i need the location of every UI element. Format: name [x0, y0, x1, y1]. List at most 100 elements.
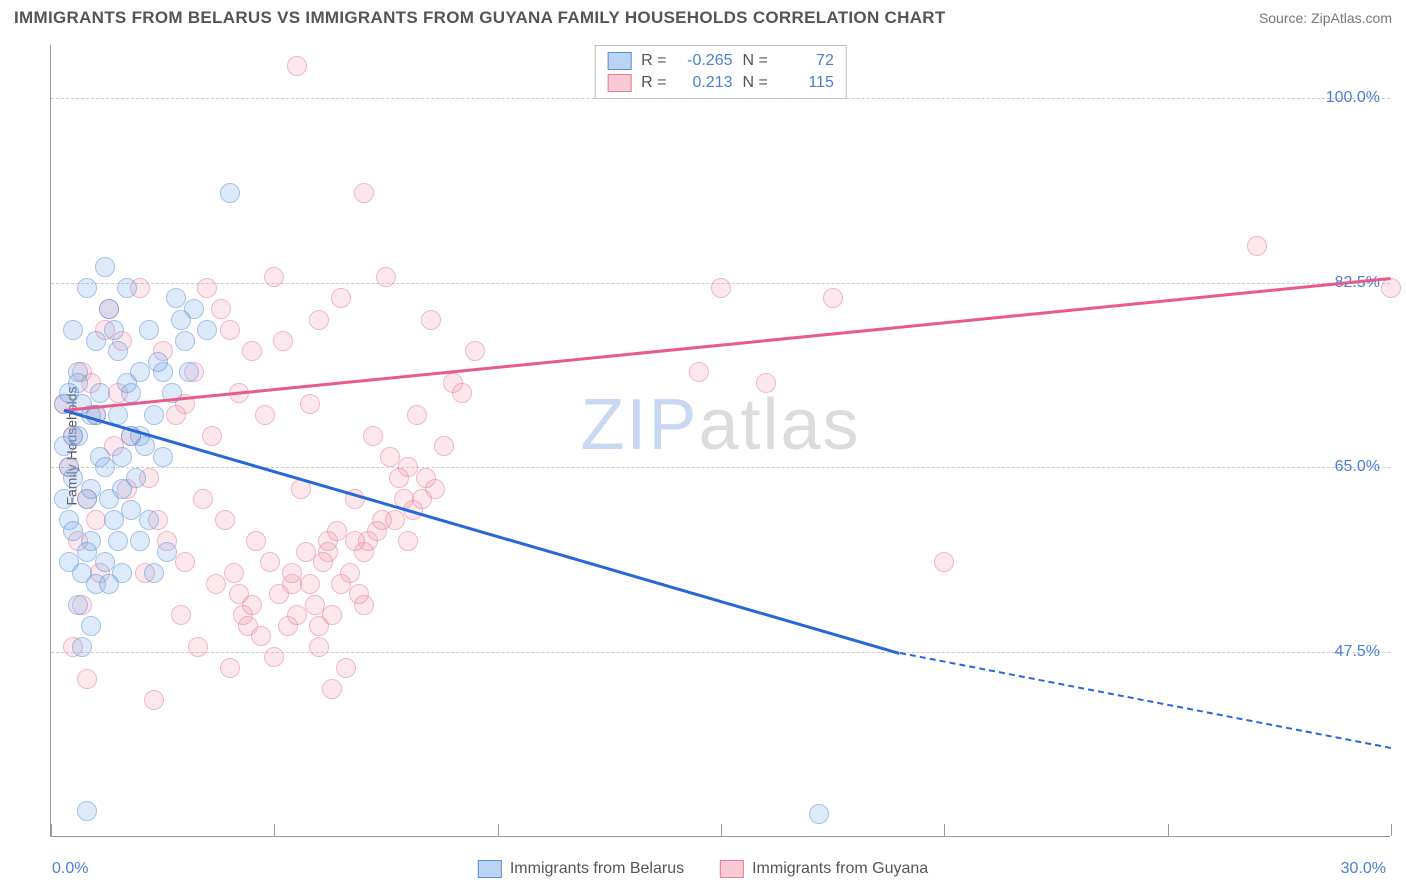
data-point-blue: [121, 500, 141, 520]
data-point-blue: [130, 362, 150, 382]
data-point-pink: [327, 521, 347, 541]
data-point-pink: [465, 341, 485, 361]
swatch-blue-icon: [478, 860, 502, 878]
data-point-pink: [300, 394, 320, 414]
data-point-blue: [95, 552, 115, 572]
data-point-pink: [224, 563, 244, 583]
data-point-blue: [77, 278, 97, 298]
data-point-blue: [63, 521, 83, 541]
data-point-blue: [63, 468, 83, 488]
data-point-pink: [296, 542, 316, 562]
data-point-blue: [54, 489, 74, 509]
data-point-pink: [255, 405, 275, 425]
data-point-pink: [349, 584, 369, 604]
r-value-pink: 0.213: [677, 74, 733, 92]
data-point-blue: [81, 479, 101, 499]
data-point-blue: [144, 563, 164, 583]
watermark-zip: ZIP: [580, 385, 698, 465]
x-tick: [274, 824, 275, 836]
n-value-pink: 115: [778, 74, 834, 92]
data-point-pink: [380, 447, 400, 467]
data-point-blue: [144, 405, 164, 425]
gridline-h: [51, 467, 1390, 468]
data-point-pink: [309, 637, 329, 657]
data-point-pink: [434, 436, 454, 456]
watermark-atlas: atlas: [698, 385, 860, 465]
chart-header: IMMIGRANTS FROM BELARUS VS IMMIGRANTS FR…: [14, 8, 1392, 28]
data-point-pink: [934, 552, 954, 572]
n-label: N =: [743, 74, 768, 92]
data-point-blue: [153, 447, 173, 467]
data-point-blue: [139, 510, 159, 530]
data-point-blue: [220, 183, 240, 203]
data-point-pink: [300, 574, 320, 594]
data-point-blue: [108, 405, 128, 425]
legend-label-guyana: Immigrants from Guyana: [752, 860, 928, 878]
data-point-pink: [242, 595, 262, 615]
data-point-pink: [345, 531, 365, 551]
data-point-blue: [130, 531, 150, 551]
data-point-blue: [126, 468, 146, 488]
data-point-pink: [242, 341, 262, 361]
x-tick: [51, 824, 52, 836]
data-point-pink: [246, 531, 266, 551]
swatch-pink-icon: [607, 74, 631, 92]
data-point-blue: [104, 320, 124, 340]
gridline-h: [51, 652, 1390, 653]
data-point-pink: [197, 278, 217, 298]
data-point-pink: [421, 310, 441, 330]
data-point-blue: [99, 489, 119, 509]
swatch-blue-icon: [607, 52, 631, 70]
n-label: N =: [743, 52, 768, 70]
y-tick-label: 47.5%: [1335, 643, 1380, 661]
x-tick: [721, 824, 722, 836]
data-point-pink: [264, 267, 284, 287]
data-point-pink: [322, 605, 342, 625]
data-point-pink: [193, 489, 213, 509]
data-point-blue: [59, 552, 79, 572]
data-point-pink: [1247, 236, 1267, 256]
data-point-pink: [340, 563, 360, 583]
source-label: Source: ZipAtlas.com: [1259, 10, 1392, 26]
data-point-pink: [331, 288, 351, 308]
legend-row-blue: R = -0.265 N = 72: [607, 50, 834, 72]
x-tick-max: 30.0%: [1341, 860, 1386, 878]
x-tick: [498, 824, 499, 836]
n-value-blue: 72: [778, 52, 834, 70]
r-label: R =: [641, 74, 666, 92]
data-point-blue: [104, 510, 124, 530]
data-point-blue: [179, 362, 199, 382]
data-point-blue: [68, 426, 88, 446]
data-point-blue: [95, 457, 115, 477]
swatch-pink-icon: [720, 860, 744, 878]
data-point-pink: [354, 183, 374, 203]
data-point-pink: [305, 595, 325, 615]
watermark: ZIPatlas: [580, 384, 860, 466]
data-point-pink: [260, 552, 280, 572]
data-point-pink: [220, 320, 240, 340]
data-point-pink: [367, 521, 387, 541]
data-point-pink: [376, 267, 396, 287]
data-point-pink: [287, 56, 307, 76]
series-legend: Immigrants from Belarus Immigrants from …: [478, 860, 928, 878]
x-tick: [1168, 824, 1169, 836]
data-point-pink: [407, 405, 427, 425]
data-point-pink: [309, 310, 329, 330]
data-point-blue: [86, 331, 106, 351]
legend-label-belarus: Immigrants from Belarus: [510, 860, 684, 878]
data-point-blue: [63, 320, 83, 340]
data-point-blue: [77, 801, 97, 821]
data-point-blue: [95, 257, 115, 277]
x-tick: [944, 824, 945, 836]
data-point-pink: [1381, 278, 1401, 298]
data-point-pink: [711, 278, 731, 298]
x-tick-min: 0.0%: [52, 860, 88, 878]
data-point-pink: [398, 531, 418, 551]
data-point-blue: [166, 288, 186, 308]
legend-row-pink: R = 0.213 N = 115: [607, 72, 834, 94]
data-point-pink: [412, 489, 432, 509]
data-point-pink: [269, 584, 289, 604]
data-point-blue: [112, 447, 132, 467]
data-point-blue: [59, 383, 79, 403]
data-point-blue: [90, 383, 110, 403]
